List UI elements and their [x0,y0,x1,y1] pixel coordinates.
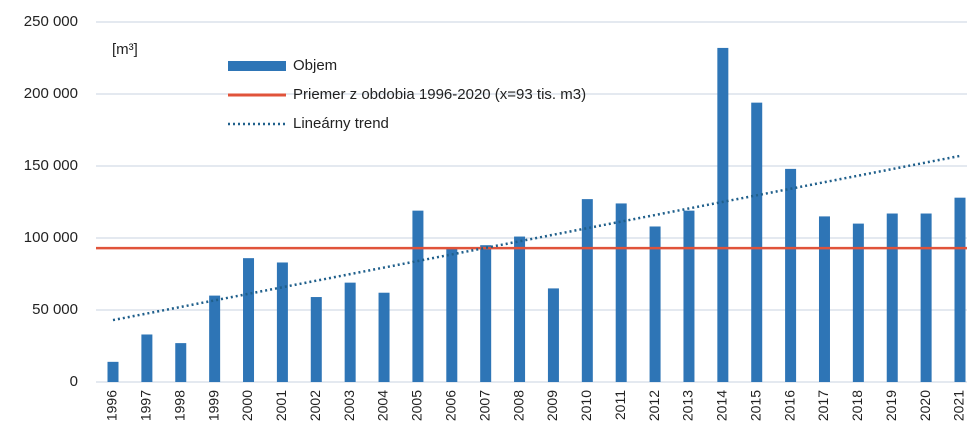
x-tick-label: 2007 [476,390,492,421]
bar [751,102,763,382]
x-tick-label: 2021 [951,390,967,421]
x-tick-label: 2005 [409,390,425,421]
legend-label: Lineárny trend [293,115,389,132]
legend-swatch [228,61,286,71]
x-tick-label: 2003 [341,390,357,421]
x-tick-label: 2002 [307,390,323,421]
bar [547,288,559,382]
bar [243,258,255,382]
y-tick-label: 150 000 [24,157,78,174]
x-tick-label: 2001 [273,390,289,421]
bar [886,213,898,382]
x-tick-label: 2019 [883,390,899,421]
y-unit-label: [m³] [112,41,138,58]
bar [141,334,153,382]
bar [378,292,390,382]
bar [446,248,458,382]
x-tick-label: 2011 [612,390,628,420]
bar [310,297,322,382]
x-tick-label: 2004 [375,390,391,421]
bar [852,223,864,382]
bar [175,343,187,382]
bar [514,236,526,382]
bar [480,245,492,382]
bar [954,197,966,382]
bar [209,295,221,382]
trend-line [112,154,961,322]
y-tick-label: 200 000 [24,85,78,102]
x-tick-label: 2015 [747,390,763,421]
x-tick-label: 2006 [443,390,459,421]
bar [818,216,830,382]
x-tick-label: 1996 [104,390,120,421]
x-tick-label: 2012 [646,390,662,421]
bar [649,226,661,382]
x-tick-label: 2020 [917,390,933,421]
bar [581,199,593,382]
x-tick-label: 1998 [171,390,187,421]
x-tick-label: 2018 [849,390,865,421]
x-tick-label: 2014 [714,390,730,421]
bar [615,203,627,382]
bar [344,282,356,382]
x-tick-label: 2009 [544,390,560,421]
x-tick-label: 2000 [239,390,255,421]
bar [683,210,695,382]
x-tick-label: 2017 [815,390,831,421]
x-tick-label: 2010 [578,390,594,421]
y-tick-label: 250 000 [24,13,78,30]
x-tick-label: 2016 [781,390,797,421]
bar [412,210,424,382]
bar [276,262,288,382]
bar [920,213,932,382]
bar [717,47,729,383]
y-tick-label: 0 [70,373,78,390]
y-tick-label: 100 000 [24,229,78,246]
bar [107,361,119,382]
legend-label: Priemer z obdobia 1996-2020 (x=93 tis. m… [293,86,586,103]
y-tick-label: 50 000 [32,301,78,318]
x-tick-label: 2013 [680,390,696,421]
x-tick-label: 1997 [138,390,154,421]
legend-label: Objem [293,57,337,74]
x-tick-label: 1999 [205,390,221,421]
x-tick-label: 2008 [510,390,526,421]
bar [785,168,797,382]
